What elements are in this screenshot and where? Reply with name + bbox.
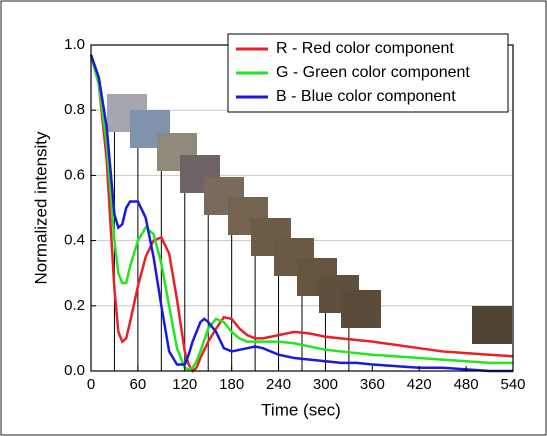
x-tick-label: 480 (454, 376, 479, 393)
legend-box (227, 33, 509, 113)
y-tick-label: 0.4 (64, 232, 85, 249)
x-tick-label: 60 (130, 376, 147, 393)
plot (89, 54, 514, 373)
series-line (89, 54, 513, 371)
legend-label: B - Blue color component (276, 88, 456, 105)
y-tick-label: 0.0 (64, 362, 85, 379)
x-tick-label: 240 (266, 376, 291, 393)
thumbnails (107, 94, 512, 371)
legend-label: R - Red color component (276, 40, 454, 57)
legend-label: G - Green color component (276, 64, 470, 81)
x-tick-label: 420 (407, 376, 432, 393)
x-tick-label: 300 (313, 376, 338, 393)
thumbnail (472, 306, 512, 344)
x-tick-label: 0 (87, 376, 95, 393)
y-tick-label: 0.6 (64, 166, 85, 183)
x-axis-label: Time (sec) (261, 400, 341, 419)
legend: R - Red color component G - Green color c… (227, 33, 509, 113)
series-line (89, 54, 513, 373)
thumbnail (341, 290, 381, 328)
x-tick-label: 120 (172, 376, 197, 393)
y-tick-label: 0.8 (64, 101, 85, 118)
x-tick-label: 360 (360, 376, 385, 393)
y-axis-label: Normalized intensity (31, 131, 50, 285)
x-tick-label: 540 (500, 376, 525, 393)
y-tick-label: 1.0 (64, 36, 85, 53)
x-tick-label: 180 (219, 376, 244, 393)
series-line (89, 54, 514, 373)
y-tick-label: 0.2 (64, 297, 85, 314)
